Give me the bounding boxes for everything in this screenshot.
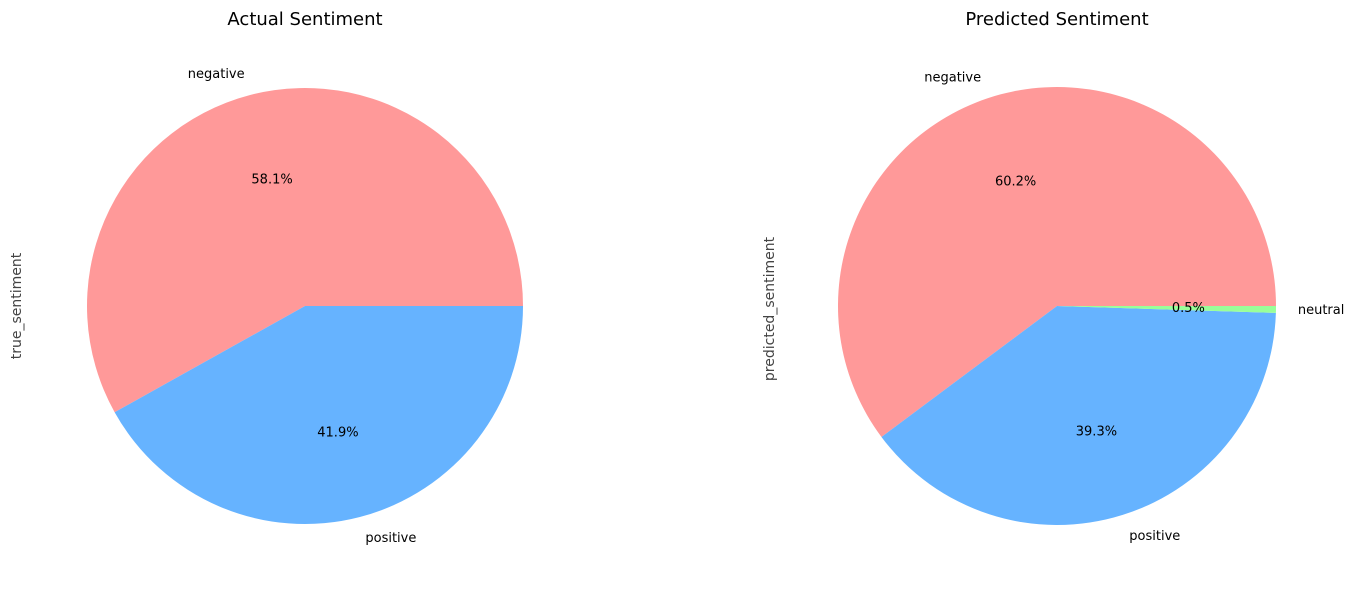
slice-label-positive: positive: [365, 531, 416, 546]
y-axis-label: true_sentiment: [9, 252, 25, 359]
slice-label-negative: negative: [188, 67, 245, 82]
slice-label-negative: negative: [924, 70, 981, 85]
slice-percent-positive: 41.9%: [317, 426, 358, 441]
pie-chart-predicted: Predicted Sentiment predicted_sentiment …: [762, 9, 1344, 544]
chart-title: Actual Sentiment: [227, 9, 382, 30]
slice-percent-negative: 60.2%: [995, 174, 1036, 189]
pie-slice-positive: [114, 306, 523, 524]
pie-slice-positive: [881, 306, 1276, 526]
chart-title: Predicted Sentiment: [965, 9, 1148, 30]
slice-percent-positive: 39.3%: [1076, 424, 1117, 439]
slice-percent-negative: 58.1%: [251, 172, 292, 187]
pie-labels: negative 58.1% positive 41.9%: [188, 67, 417, 546]
pie-slice-neutral: [1057, 306, 1276, 313]
slice-label-positive: positive: [1129, 529, 1180, 544]
pie-slices: [837, 86, 1276, 526]
pie-labels: negative 60.2% positive 39.3% neutral 0.5%: [924, 70, 1344, 543]
pie-slices: [87, 87, 523, 524]
slice-label-neutral: neutral: [1298, 303, 1345, 318]
slice-percent-neutral: 0.5%: [1172, 301, 1205, 316]
y-axis-label: predicted_sentiment: [762, 236, 778, 381]
pie-slice-negative: [837, 86, 1276, 437]
pie-slice-negative: [87, 87, 523, 413]
pie-chart-actual: Actual Sentiment true_sentiment negative…: [9, 9, 523, 546]
